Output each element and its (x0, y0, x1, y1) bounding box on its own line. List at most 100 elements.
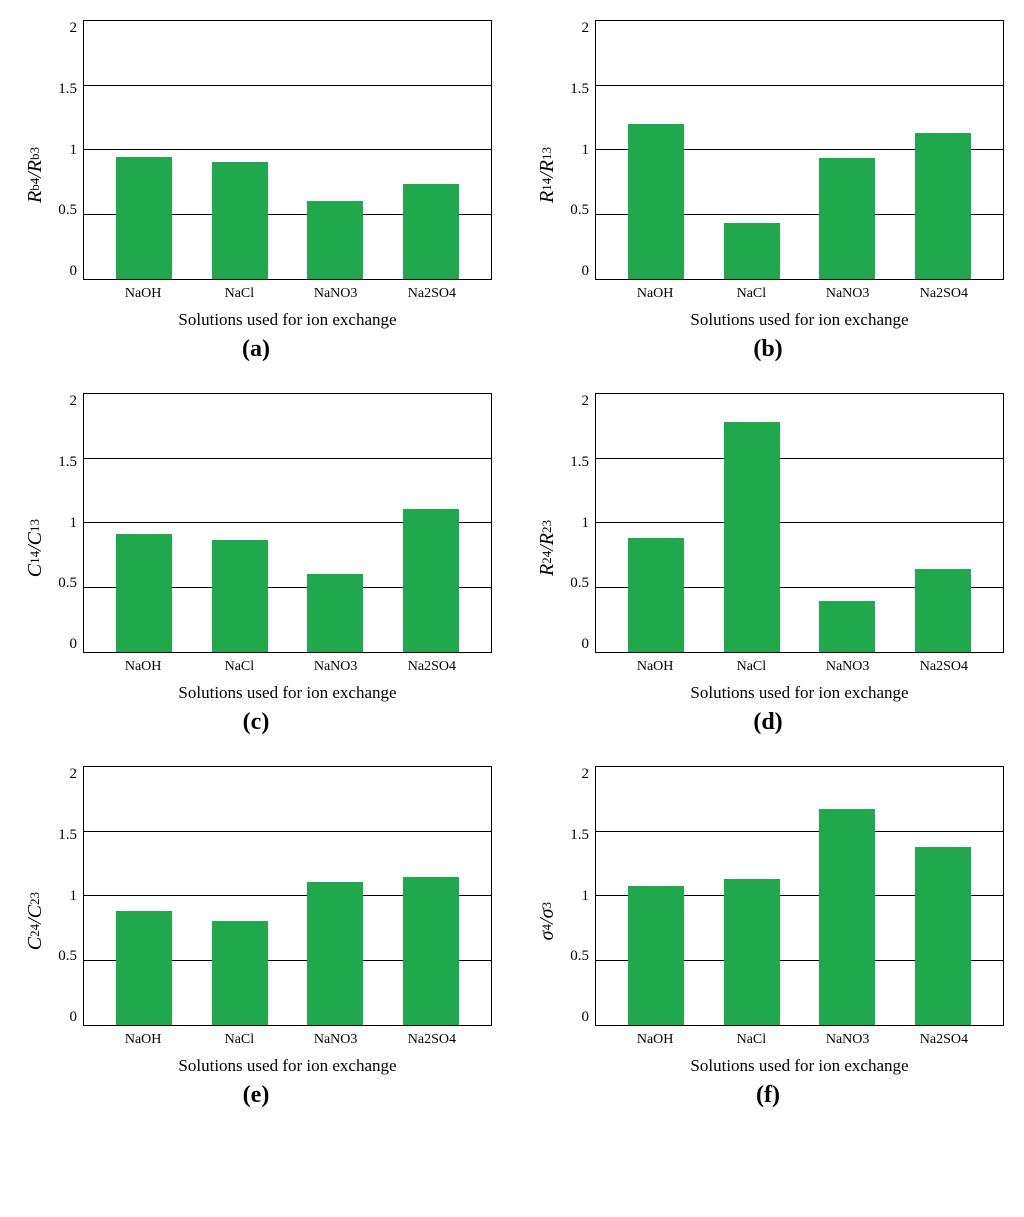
y-tick-label: 0.5 (570, 948, 589, 965)
x-tick-label: NaOH (623, 659, 687, 675)
x-tick-label: NaCl (207, 659, 271, 675)
y-tick-label: 1 (582, 515, 590, 532)
x-tick-label: Na2SO4 (400, 286, 464, 302)
x-tick-label: Na2SO4 (912, 286, 976, 302)
y-tick-label: 0 (582, 636, 590, 653)
y-tick-label: 1 (582, 142, 590, 159)
y-tick-label: 0.5 (58, 948, 77, 965)
x-tick-label: NaOH (111, 659, 175, 675)
bar (116, 157, 172, 279)
y-tick-label: 0 (582, 263, 590, 280)
y-axis-label: R24/R23 (532, 520, 563, 576)
y-tick-label: 1 (582, 888, 590, 905)
bar (307, 574, 363, 652)
bar (628, 124, 684, 279)
chart-grid: Rb4/Rb3 2 1.5 1 0.5 0 NaOH NaCl NaNO3 Na2SO4 Solut… (20, 20, 1004, 1109)
x-axis-label: Solutions used for ion exchange (83, 683, 492, 703)
x-tick-label: NaNO3 (304, 1032, 368, 1048)
chart-panel: R24/R23 2 1.5 1 0.5 0 NaOH NaCl NaNO3 Na2SO4 Solut… (532, 393, 1004, 736)
x-tick-label: NaCl (207, 1032, 271, 1048)
y-tick-label: 2 (582, 766, 590, 783)
y-tick-label: 0.5 (58, 202, 77, 219)
x-ticks: NaOH NaCl NaNO3 Na2SO4 (595, 1026, 1004, 1048)
y-ticks: 21.510.50 (563, 766, 595, 1026)
y-tick-label: 2 (70, 393, 78, 410)
y-tick-label: 0 (70, 263, 78, 280)
x-tick-label: NaCl (719, 286, 783, 302)
y-axis-label: σ4/σ3 (532, 902, 563, 940)
bar (628, 538, 684, 652)
bar (307, 201, 363, 279)
y-tick-label: 0.5 (58, 575, 77, 592)
bar (915, 133, 971, 279)
bar (724, 879, 780, 1025)
bar (116, 534, 172, 652)
chart-panel: σ4/σ321.510.50NaOHNaClNaNO3Na2SO4Solutio… (532, 766, 1004, 1109)
plot-area (595, 766, 1004, 1026)
y-axis-label: C24/C23 (20, 892, 51, 950)
x-tick-label: Na2SO4 (400, 1032, 464, 1048)
plot-area (595, 393, 1004, 653)
bar (724, 223, 780, 279)
y-tick-label: 1.5 (58, 454, 77, 471)
bar (116, 911, 172, 1025)
panel-letter: (f) (756, 1082, 780, 1109)
x-tick-label: NaOH (623, 286, 687, 302)
bar (403, 184, 459, 279)
y-tick-label: 1.5 (58, 81, 77, 98)
x-tick-label: NaNO3 (304, 659, 368, 675)
x-tick-label: NaNO3 (816, 659, 880, 675)
bar (403, 877, 459, 1025)
x-tick-label: NaNO3 (304, 286, 368, 302)
x-tick-label: NaOH (623, 1032, 687, 1048)
x-ticks: NaOH NaCl NaNO3 Na2SO4 (83, 1026, 492, 1048)
panel-letter: (a) (242, 336, 270, 363)
bar (819, 158, 875, 279)
x-tick-label: NaNO3 (816, 286, 880, 302)
y-ticks: 2 1.5 1 0.5 0 (563, 393, 595, 653)
x-tick-label: NaNO3 (816, 1032, 880, 1048)
bar (915, 569, 971, 652)
bar (212, 162, 268, 279)
y-tick-label: 1 (70, 888, 78, 905)
plot-area (595, 20, 1004, 280)
bar (628, 886, 684, 1025)
y-tick-label: 1 (70, 142, 78, 159)
y-tick-label: 2 (582, 20, 590, 37)
y-ticks: 21.510.50 (563, 20, 595, 280)
x-tick-label: NaCl (207, 286, 271, 302)
panel-letter: (e) (243, 1082, 270, 1109)
x-tick-label: Na2SO4 (400, 659, 464, 675)
x-tick-label: NaOH (111, 1032, 175, 1048)
chart-panel: C24/C2321.510.50NaOHNaClNaNO3Na2SO4Solut… (20, 766, 492, 1109)
chart-panel: C14/C1321.510.50NaOHNaClNaNO3Na2SO4Solut… (20, 393, 492, 736)
x-tick-label: NaOH (111, 286, 175, 302)
y-tick-label: 0.5 (570, 575, 589, 592)
x-axis-label: Solutions used for ion exchange (83, 1056, 492, 1076)
y-axis-label: R14/R13 (532, 147, 563, 203)
chart-panel: Rb4/Rb321.510.50NaOHNaClNaNO3Na2SO4Solut… (20, 20, 492, 363)
x-tick-label: Na2SO4 (912, 659, 976, 675)
y-axis-label: Rb4/Rb3 (20, 147, 51, 203)
x-axis-label: Solutions used for ion exchange (595, 310, 1004, 330)
y-tick-label: 1 (70, 515, 78, 532)
x-axis-label: Solutions used for ion exchange (595, 683, 1004, 703)
y-tick-label: 2 (70, 20, 78, 37)
x-tick-label: Na2SO4 (912, 1032, 976, 1048)
panel-letter: (d) (753, 709, 782, 736)
plot-area (83, 20, 492, 280)
x-ticks: NaOH NaCl NaNO3 Na2SO4 (595, 653, 1004, 675)
bar (724, 422, 780, 652)
x-tick-label: NaCl (719, 1032, 783, 1048)
bar (307, 882, 363, 1025)
y-tick-label: 1.5 (570, 827, 589, 844)
bar (212, 921, 268, 1025)
y-tick-label: 2 (582, 393, 590, 410)
y-ticks: 21.510.50 (51, 766, 83, 1026)
y-tick-label: 1.5 (570, 454, 589, 471)
y-ticks: 2 1.5 1 0.5 0 (51, 20, 83, 280)
x-tick-label: NaCl (719, 659, 783, 675)
y-ticks: 21.510.50 (51, 393, 83, 653)
x-ticks: NaOH NaCl NaNO3 Na2SO4 (83, 653, 492, 675)
y-tick-label: 1.5 (570, 81, 589, 98)
